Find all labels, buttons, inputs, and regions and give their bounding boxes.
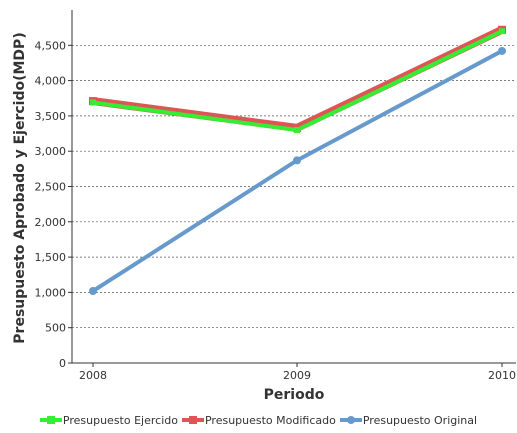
x-axis-title: Periodo — [264, 387, 325, 403]
data-point — [90, 99, 96, 106]
y-tick-label: 4,500 — [35, 39, 67, 52]
data-point — [294, 127, 300, 134]
y-tick-label: 1,500 — [35, 251, 67, 264]
legend-item: Presupuesto Modificado — [181, 413, 336, 427]
x-tick-label: 2010 — [488, 369, 516, 382]
y-axis-title: Presupuesto Aprobado y Ejercido(MDP) — [12, 32, 28, 343]
grid-lines — [72, 44, 516, 329]
data-point — [89, 286, 97, 295]
series-presupuesto-original — [89, 46, 506, 295]
y-tick-label: 2,000 — [35, 216, 67, 229]
line-chart: 0 500 1,000 1,500 2,000 2,500 3,000 3,500 4,000 4… — [12, 10, 516, 403]
data-point — [293, 156, 301, 165]
y-axis-ticks: 0 500 1,000 1,500 2,000 2,500 3,000 3,500 4,000 4… — [35, 39, 72, 370]
legend-label: Presupuesto Modificado — [204, 413, 336, 427]
legend-swatch — [181, 414, 204, 426]
series-presupuesto-ejercido — [90, 28, 505, 134]
x-tick-label: 2009 — [283, 369, 311, 382]
legend-item: Presupuesto Ejercido — [39, 413, 178, 427]
legend: Presupuesto Ejercido Presupuesto Modifica… — [0, 411, 517, 429]
legend-label: Presupuesto Original — [362, 413, 478, 427]
x-axis-ticks: 2008 2009 2010 — [79, 363, 516, 382]
y-tick-label: 1,000 — [35, 286, 67, 299]
y-tick-label: 3,000 — [35, 145, 67, 158]
x-tick-label: 2008 — [79, 369, 107, 382]
legend-label: Presupuesto Ejercido — [62, 413, 178, 427]
y-tick-label: 500 — [45, 322, 66, 335]
series-lines — [89, 25, 506, 295]
series-line — [92, 26, 504, 133]
y-tick-label: 0 — [59, 357, 66, 370]
legend-item: Presupuesto Original — [339, 413, 478, 427]
data-point — [498, 46, 506, 55]
legend-swatch — [339, 414, 362, 426]
data-point — [499, 28, 505, 35]
y-tick-label: 3,500 — [35, 110, 67, 123]
legend-swatch — [39, 414, 62, 426]
y-tick-label: 4,000 — [35, 75, 67, 88]
series-line — [91, 49, 503, 293]
y-tick-label: 2,500 — [35, 181, 67, 194]
